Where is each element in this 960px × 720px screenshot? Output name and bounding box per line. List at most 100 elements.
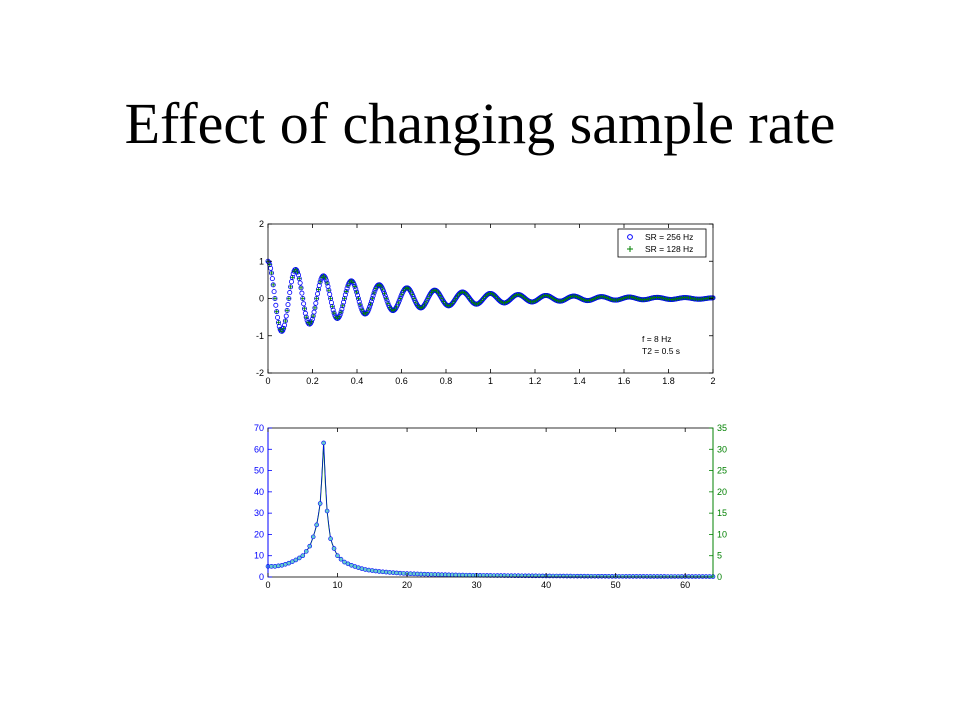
data-point [631,295,636,300]
legend-marker-o [627,234,633,240]
data-point [531,299,536,304]
data-point [299,290,305,296]
data-point [312,305,317,310]
data-point [311,314,316,319]
data-point [660,296,665,301]
legend-entry: SR = 128 Hz [645,244,693,254]
data-point [273,302,279,308]
data-point [312,305,318,311]
y-tick-label: 10 [717,529,727,539]
data-point [425,296,430,301]
x-tick-label: 1.2 [529,376,542,386]
data-point [274,309,279,314]
y-tick-label: 15 [717,508,727,518]
data-point [406,286,411,291]
data-point [278,327,283,332]
data-point [366,307,371,312]
data-point [293,557,299,563]
data-point [271,282,276,287]
data-point [375,283,380,288]
data-point [412,296,417,301]
data-point [646,296,651,301]
x-tick-label: 0.4 [351,376,364,386]
data-point [279,329,284,334]
data-point [399,292,404,297]
data-point [385,301,390,306]
data-point [286,296,291,301]
data-point [314,522,319,528]
data-point [344,285,350,291]
series-left-axis [265,440,716,579]
data-point [358,302,363,307]
data-point [424,299,429,304]
data-point [276,320,281,325]
data-point [396,300,401,305]
data-point [578,296,583,301]
data-point [441,299,446,304]
data-point [568,294,573,299]
data-point [276,323,282,329]
y-tick-label: 50 [254,466,264,476]
y-tick-label: -1 [256,331,264,341]
data-point [355,292,361,298]
frequency-domain-chart: 0 10 20 30 40 50 60 0 10 20 30 40 50 60 70 0 5 10 15 20 25… [254,423,727,590]
data-point [356,296,361,301]
data-point [434,288,439,293]
y-tick-label: 10 [254,551,264,561]
data-point [272,296,277,301]
data-point [323,275,328,280]
data-point [307,543,313,549]
data-point [290,271,296,277]
data-point [554,298,559,303]
series-sr-256 [265,258,716,334]
data-point [465,294,470,299]
data-point [488,291,493,296]
y-axis-ticks: -2 -1 0 1 2 [256,219,713,378]
data-point [365,310,370,315]
data-point [566,295,571,300]
data-point [330,307,336,313]
data-point [445,303,450,308]
data-point [269,276,275,282]
data-point [601,294,606,299]
data-point [314,296,319,301]
legend-entry: SR = 256 Hz [645,232,693,242]
data-point [354,290,359,295]
data-point [392,307,397,312]
data-point [274,309,280,315]
x-tick-label: 10 [333,580,343,590]
data-point [303,549,309,554]
y-tick-label: 35 [717,423,727,433]
data-point [326,288,331,293]
data-point [431,288,436,293]
legend-box [617,228,707,258]
left-y-axis-ticks: 0 10 20 30 40 50 60 70 [254,423,272,582]
data-point [339,306,345,312]
data-point [295,270,300,275]
data-point [608,297,613,302]
data-point [329,303,335,309]
data-point [285,308,290,313]
y-tick-label: 0 [717,572,722,582]
data-point [369,295,375,301]
data-point [270,282,276,288]
time-domain-chart: 0 0.2 0.4 0.6 0.8 1 1.2 1.4 1.6 1.8 2 -2 -1 0 1 2 SR =… [256,219,716,386]
data-point [283,313,289,319]
data-point [359,307,364,312]
data-point [268,270,274,276]
x-tick-label: 0 [265,376,270,386]
data-point [408,289,413,294]
data-point [410,292,415,297]
annotation: f = 8 Hz T2 = 0.5 s [642,334,680,356]
data-point [356,299,362,305]
x-tick-label: 0.6 [395,376,408,386]
data-point [401,288,406,293]
data-point [378,284,383,289]
data-point [337,314,342,319]
data-point [316,282,322,288]
legend: SR = 256 Hz SR = 128 Hz [617,228,707,258]
data-point [290,275,295,280]
data-point [561,298,566,303]
data-point [381,290,387,296]
